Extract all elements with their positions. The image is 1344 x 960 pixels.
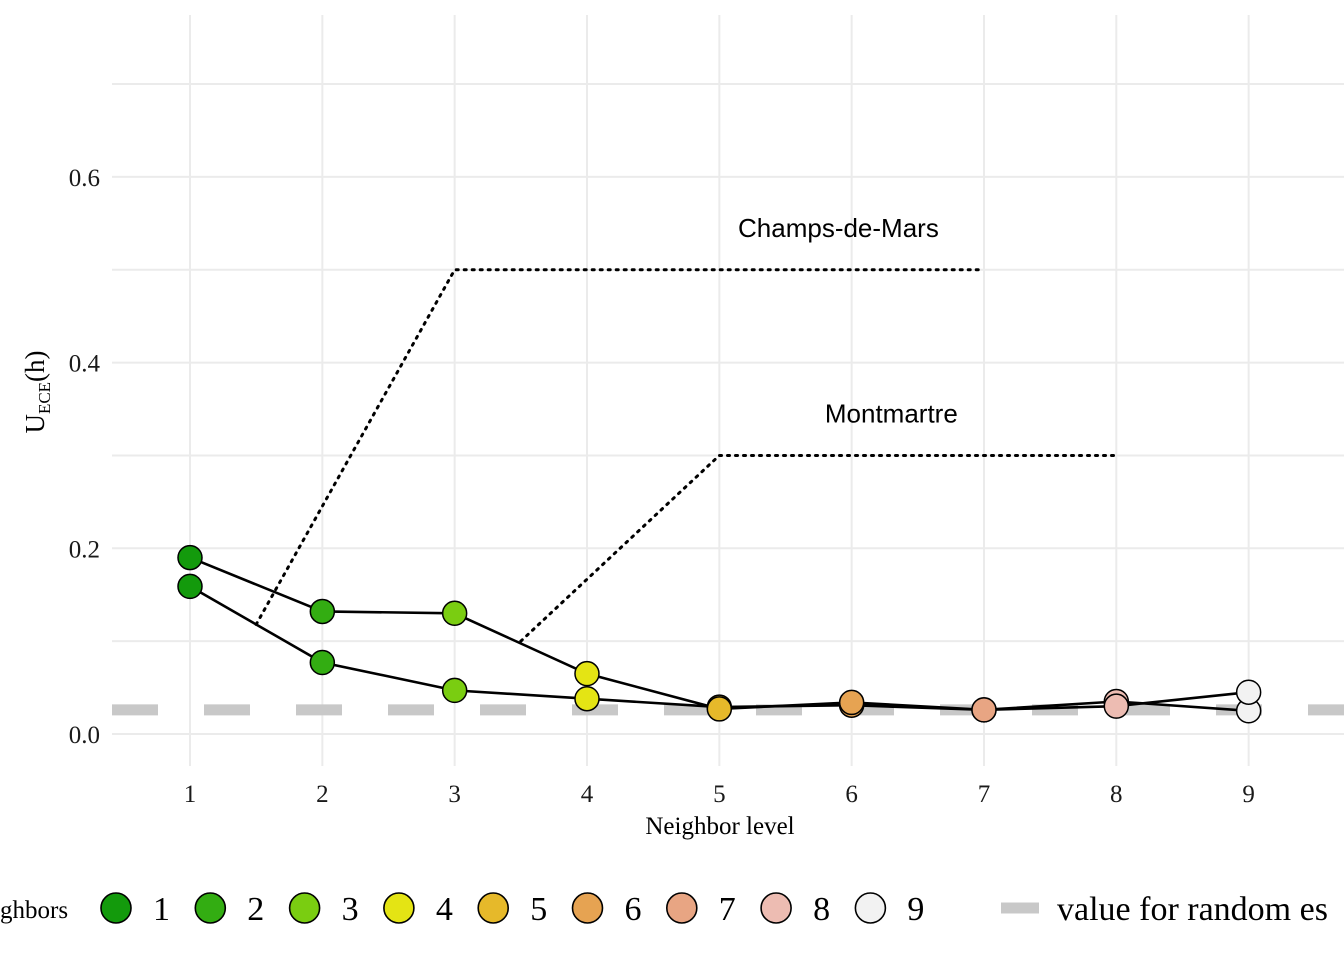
y-axis-label-main: U xyxy=(20,414,50,434)
y-tick-label: 0.4 xyxy=(69,351,101,378)
data-point xyxy=(177,544,203,571)
legend-label: 2 xyxy=(247,891,264,928)
data-point xyxy=(309,598,336,625)
legend-entries: 1 2 3 4 5 6 7 8 9 xyxy=(100,891,924,928)
axis-ticks: 1 2 3 4 5 6 7 8 9 0.0 0.2 0.4 0.6 xyxy=(69,165,1255,808)
x-tick-label: 4 xyxy=(581,781,594,808)
x-tick-label: 9 xyxy=(1242,781,1255,808)
legend-label: 5 xyxy=(530,891,547,928)
legend-label: 7 xyxy=(719,891,736,928)
data-point xyxy=(574,685,600,712)
series-group xyxy=(177,544,1262,724)
legend-swatch xyxy=(100,892,132,924)
annotations: Champs-de-Mars Montmartre xyxy=(738,213,958,429)
legend-label: 8 xyxy=(813,891,830,928)
y-axis-label-suffix: (h) xyxy=(20,350,50,381)
leader-line xyxy=(519,453,1118,643)
data-point xyxy=(309,649,336,676)
annotation-leader-lines xyxy=(254,268,1118,643)
x-tick-label: 8 xyxy=(1110,781,1123,808)
data-point xyxy=(706,696,733,722)
y-tick-label: 0.6 xyxy=(69,165,100,192)
legend-swatch xyxy=(383,892,415,924)
x-tick-label: 6 xyxy=(845,781,858,808)
legend-swatch xyxy=(288,892,321,924)
data-point xyxy=(971,697,997,723)
x-axis-label: Neighbor level xyxy=(645,813,794,840)
legend: ghbors 1 2 3 4 5 6 7 8 9 value for random es xyxy=(0,891,1328,928)
x-tick-label: 5 xyxy=(713,781,726,808)
legend-swatch xyxy=(760,892,792,924)
legend-label: 1 xyxy=(153,891,170,928)
data-point xyxy=(441,677,468,704)
y-tick-label: 0.2 xyxy=(69,536,100,563)
legend-swatch xyxy=(665,892,698,924)
data-point xyxy=(441,600,468,627)
annotation-label: Champs-de-Mars xyxy=(738,213,939,243)
legend-label: 6 xyxy=(625,891,642,928)
y-tick-label: 0.0 xyxy=(69,722,100,749)
legend-label: 4 xyxy=(436,891,453,928)
legend-label: 3 xyxy=(342,891,359,928)
legend-swatch xyxy=(477,892,510,924)
x-tick-label: 3 xyxy=(448,781,461,808)
legend-swatch xyxy=(571,892,604,924)
data-point xyxy=(177,573,203,600)
legend-title: ghbors xyxy=(0,897,68,924)
legend-swatch xyxy=(854,892,887,924)
annotation-label: Montmartre xyxy=(825,399,958,429)
leader-line xyxy=(254,268,986,626)
legend-reference-label: value for random es xyxy=(1057,891,1328,928)
legend-swatch xyxy=(194,892,227,924)
x-tick-label: 1 xyxy=(184,781,197,808)
x-tick-label: 2 xyxy=(316,781,329,808)
data-point xyxy=(838,689,865,716)
data-point xyxy=(574,660,600,687)
data-point xyxy=(1235,679,1262,705)
data-point xyxy=(1103,693,1130,719)
x-tick-label: 7 xyxy=(978,781,991,808)
grid-lines xyxy=(112,15,1344,766)
y-axis-label: UECE(h) xyxy=(20,350,54,433)
legend-label: 9 xyxy=(907,891,924,928)
y-axis-label-sub: ECE xyxy=(35,382,54,414)
